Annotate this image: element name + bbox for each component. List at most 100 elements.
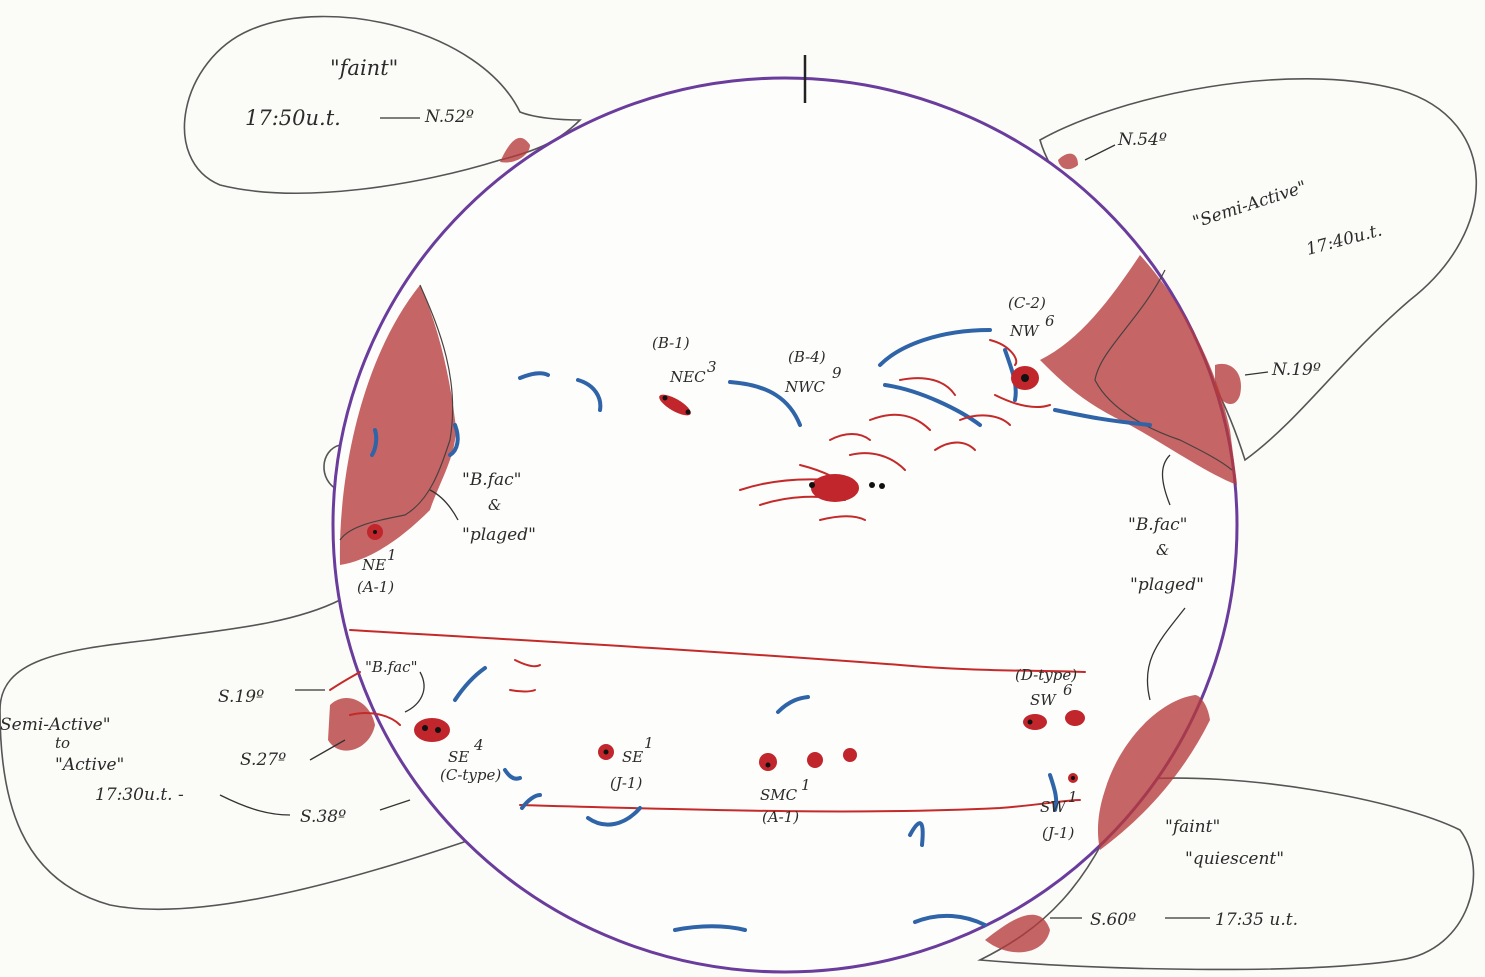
filament-1: [576, 378, 603, 412]
leader-west-fac: [1161, 454, 1171, 506]
ne-north-time: 17:50u.t.: [245, 106, 341, 130]
se4-name: SE: [448, 748, 469, 766]
b4-name: NWC: [784, 378, 826, 396]
leader-east-fac: [429, 489, 459, 521]
sw1-count: 1: [1068, 788, 1078, 806]
c2-name: NW: [1009, 322, 1040, 340]
leader-n54: [1084, 144, 1116, 161]
se-lat-1: S.19º: [218, 687, 264, 707]
leader-s27: [309, 739, 346, 761]
n19-latitude: N.19º: [1271, 360, 1321, 380]
region-sw6-spots: [1023, 710, 1085, 730]
ne-prominence-mark: [500, 137, 530, 163]
filament-16: [908, 821, 925, 847]
ne1-count: 1: [387, 546, 397, 564]
filament-14: [673, 924, 747, 932]
west-fac-line2: &: [1156, 541, 1169, 559]
filament-5: [883, 383, 982, 427]
smc1-count: 1: [801, 776, 811, 794]
filament-9: [776, 695, 810, 714]
se1-count: 1: [644, 734, 654, 752]
east-fac-line3: "plaged": [462, 525, 536, 545]
leader-s38: [219, 794, 291, 816]
sw-status-2: "quiescent": [1185, 849, 1284, 869]
filament-6: [1053, 408, 1152, 427]
ne-north-status: "faint": [330, 56, 398, 80]
filament-12: [520, 793, 542, 810]
filament-2: [518, 371, 550, 380]
nw-north-time: 17:40u.t.: [1304, 220, 1384, 259]
region-smc1-spots: [759, 748, 857, 771]
filament-3: [728, 380, 802, 427]
sw1-class: (J-1): [1042, 824, 1074, 842]
ne1-name: NE: [361, 556, 386, 574]
region-se4-spot: [329, 659, 541, 742]
n19-prominence-mark: [1215, 363, 1241, 405]
bubble-east-small: [323, 444, 341, 491]
solar-disk: [331, 76, 1239, 974]
equatorial-band-bottom: [519, 799, 1081, 813]
b1-name: NEC: [669, 368, 706, 386]
se-prominence-marks: [328, 697, 375, 751]
filament-8: [370, 428, 379, 457]
region-se1-spot: [598, 744, 614, 760]
filament-11: [503, 768, 522, 781]
south-limb-faculae: [985, 914, 1050, 953]
se4-count: 4: [473, 736, 484, 754]
region-b4-cluster: [739, 377, 1011, 521]
filament-17: [1048, 773, 1059, 812]
b4-class: (B-4): [788, 348, 826, 366]
sw6-class: (D-type): [1015, 666, 1077, 684]
nw-prominence-mark: [1058, 153, 1078, 170]
filament-13: [453, 666, 487, 702]
se-time: 17:30u.t. -: [95, 785, 184, 805]
leader-n19: [1244, 371, 1269, 376]
filament-15: [913, 913, 987, 927]
se-fac-note: "B.fac": [365, 658, 418, 676]
leader-se-fac: [404, 671, 425, 713]
se1-class: (J-1): [610, 774, 642, 792]
west-fac-line3: "plaged": [1130, 575, 1204, 595]
west-limb-plage-boundary: [1094, 269, 1233, 471]
west-fac-line1: "B.fac": [1128, 515, 1187, 535]
sw-limb-faculae: [1097, 695, 1210, 850]
se-status-3: "Active": [55, 755, 124, 775]
east-limb-plage-boundary: [339, 284, 454, 541]
nw-north-status: "Semi-Active": [1190, 177, 1309, 233]
se-status-2: to: [55, 734, 70, 752]
se4-class: (C-type): [440, 766, 501, 784]
leader-s38b: [379, 799, 411, 811]
sw1-name: SW: [1040, 798, 1067, 816]
ne-north-latitude: N.52º: [424, 107, 474, 127]
region-b1-spot: [659, 394, 691, 416]
equatorial-band-top: [349, 629, 1086, 673]
se-lat-2: S.27º: [240, 750, 286, 770]
east-fac-line1: "B.fac": [462, 470, 521, 490]
ne1-class: (A-1): [357, 578, 394, 596]
filament-10: [586, 806, 642, 827]
c2-count: 6: [1045, 312, 1055, 330]
smc1-name: SMC: [760, 786, 798, 804]
nw-north-latitude: N.54º: [1117, 130, 1167, 150]
sw-latitude: S.60º: [1090, 910, 1136, 930]
sw6-count: 6: [1063, 681, 1073, 699]
region-sw1-spot: [1068, 773, 1078, 783]
leader-west-plage: [1146, 607, 1186, 701]
filament-4: [878, 328, 992, 367]
b1-class: (B-1): [652, 334, 690, 352]
se1-name: SE: [622, 748, 643, 766]
se-status-1: Semi-Active": [0, 715, 111, 735]
east-limb-faculae: [339, 285, 456, 565]
west-limb-faculae: [1040, 255, 1237, 485]
region-c2-cluster: [989, 339, 1051, 408]
b1-count: 3: [707, 358, 717, 376]
b4-count: 9: [832, 364, 842, 382]
smc1-class: (A-1): [762, 808, 799, 826]
c2-class: (C-2): [1008, 294, 1046, 312]
filament-7: [448, 423, 460, 457]
east-fac-line2: &: [488, 496, 501, 514]
sw6-name: SW: [1030, 691, 1057, 709]
sw-time: 17:35 u.t.: [1215, 910, 1298, 930]
region-ne1-spot: [367, 524, 383, 540]
